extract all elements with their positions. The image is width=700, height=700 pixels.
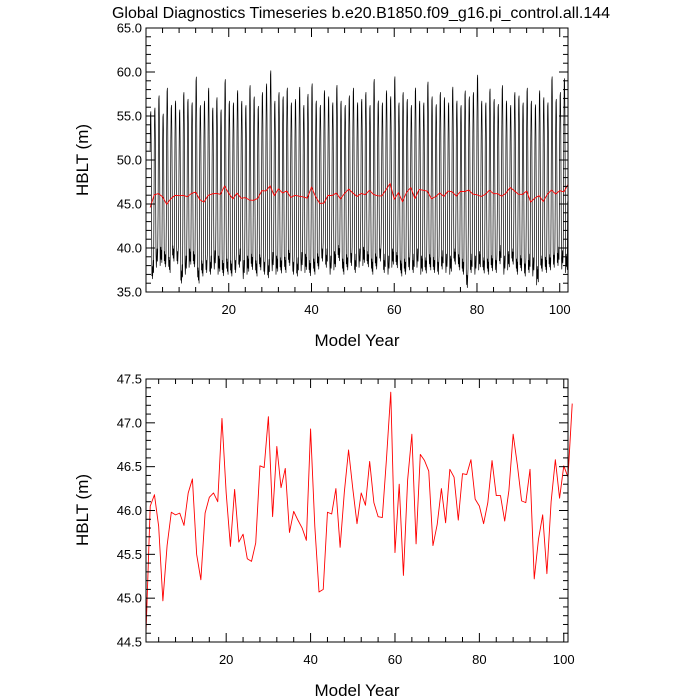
y-tick-label: 45.0 bbox=[117, 197, 142, 212]
y-tick-label: 44.5 bbox=[117, 635, 142, 650]
x-tick-label: 100 bbox=[553, 652, 575, 667]
y-tick-label: 46.5 bbox=[117, 459, 142, 474]
top-ticks bbox=[145, 27, 568, 293]
x-tick-label: 100 bbox=[549, 302, 571, 317]
y-tick-label: 50.0 bbox=[117, 153, 142, 168]
y-tick-label: 55.0 bbox=[117, 109, 142, 124]
top-tick-labels: 20 40 60 80 100 35.0 40.0 45.0 50.0 55.0 60.0 65.0 bbox=[117, 21, 571, 318]
top-plot-lines bbox=[149, 70, 569, 288]
bottom-plot-frame bbox=[145, 378, 569, 643]
x-tick-label: 40 bbox=[303, 652, 317, 667]
x-tick-label: 40 bbox=[304, 302, 318, 317]
x-tick-label: 60 bbox=[387, 302, 401, 317]
bottom-y-axis-label: HBLT (m) bbox=[73, 474, 92, 546]
bottom-x-axis-label: Model Year bbox=[314, 681, 399, 700]
y-tick-label: 47.5 bbox=[117, 372, 142, 387]
series-line-1 bbox=[145, 391, 573, 634]
x-tick-label: 20 bbox=[219, 652, 233, 667]
bottom-tick-labels: 20 40 60 80 100 44.5 45.0 45.5 46.0 46.5 47.0 47.5 bbox=[117, 372, 575, 668]
y-tick-label: 65.0 bbox=[117, 21, 142, 36]
y-tick-label: 46.0 bbox=[117, 503, 142, 518]
x-tick-label: 60 bbox=[388, 652, 402, 667]
series-line-2 bbox=[149, 182, 569, 208]
y-tick-label: 35.0 bbox=[117, 285, 142, 300]
top-y-axis-label: HBLT (m) bbox=[73, 124, 92, 196]
y-tick-label: 60.0 bbox=[117, 65, 142, 80]
y-tick-label: 45.5 bbox=[117, 547, 142, 562]
y-tick-label: 45.0 bbox=[117, 591, 142, 606]
y-tick-label: 40.0 bbox=[117, 241, 142, 256]
chart-title: Global Diagnostics Timeseries b.e20.B185… bbox=[112, 5, 610, 22]
top-x-axis-label: Model Year bbox=[314, 331, 399, 350]
x-tick-label: 80 bbox=[472, 652, 486, 667]
bottom-ticks bbox=[146, 378, 568, 643]
series-line-1 bbox=[149, 70, 569, 288]
bottom-panel: 20 40 60 80 10044.545.045.546.046.547.047.5 … bbox=[73, 372, 575, 700]
top-panel: 20 40 60 80 10035.040.045.050.055.060.065.0 … bbox=[73, 21, 571, 351]
x-tick-label: 80 bbox=[470, 302, 484, 317]
y-tick-label: 47.0 bbox=[117, 415, 142, 430]
bottom-plot-lines bbox=[145, 391, 573, 634]
x-tick-label: 20 bbox=[222, 302, 236, 317]
